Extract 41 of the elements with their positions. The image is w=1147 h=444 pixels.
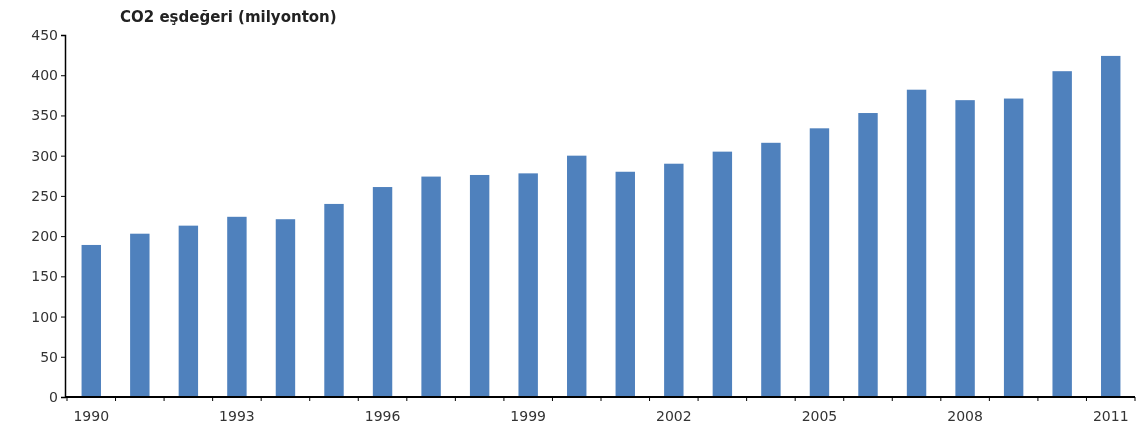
bar bbox=[324, 203, 344, 397]
y-tick-label: 200 bbox=[31, 228, 58, 245]
x-tick-label: 1990 bbox=[73, 408, 110, 424]
y-tick-label: 350 bbox=[31, 107, 58, 124]
bar bbox=[130, 233, 150, 397]
bar bbox=[1101, 55, 1121, 397]
bar bbox=[906, 89, 927, 397]
x-tick-label: 2002 bbox=[656, 408, 692, 424]
bar bbox=[955, 100, 975, 397]
y-tick-label: 0 bbox=[49, 388, 58, 405]
bar bbox=[664, 163, 684, 397]
y-tick-label: 300 bbox=[31, 147, 58, 164]
x-tick-label: 1999 bbox=[510, 408, 546, 424]
bar bbox=[858, 113, 878, 397]
x-tick-label: 2008 bbox=[947, 408, 983, 424]
bar bbox=[615, 171, 635, 397]
bar bbox=[1052, 71, 1072, 397]
bar bbox=[567, 155, 587, 397]
x-tick-label: 2005 bbox=[801, 408, 838, 424]
bar bbox=[712, 151, 733, 397]
bar bbox=[81, 244, 101, 397]
x-tick-label: 1993 bbox=[219, 408, 255, 424]
y-tick-label: 450 bbox=[31, 26, 58, 43]
y-tick-label: 250 bbox=[31, 187, 58, 204]
bar bbox=[275, 219, 296, 397]
bar bbox=[518, 173, 538, 397]
bar bbox=[1003, 98, 1024, 397]
bar bbox=[178, 225, 199, 397]
chart-title: CO2 eşdeğeri (milyonton) bbox=[120, 8, 337, 26]
y-tick-label: 400 bbox=[31, 67, 58, 84]
bar bbox=[421, 176, 441, 397]
y-tick-label: 150 bbox=[31, 268, 58, 285]
bar bbox=[372, 187, 393, 397]
bar bbox=[227, 216, 247, 397]
x-tick-label: 2011 bbox=[1092, 408, 1129, 424]
bar bbox=[469, 174, 490, 397]
x-tick-label: 1996 bbox=[364, 408, 401, 424]
bar bbox=[761, 142, 781, 397]
y-tick-label: 50 bbox=[40, 348, 58, 365]
y-tick-label: 100 bbox=[31, 308, 58, 325]
bar bbox=[809, 128, 830, 397]
